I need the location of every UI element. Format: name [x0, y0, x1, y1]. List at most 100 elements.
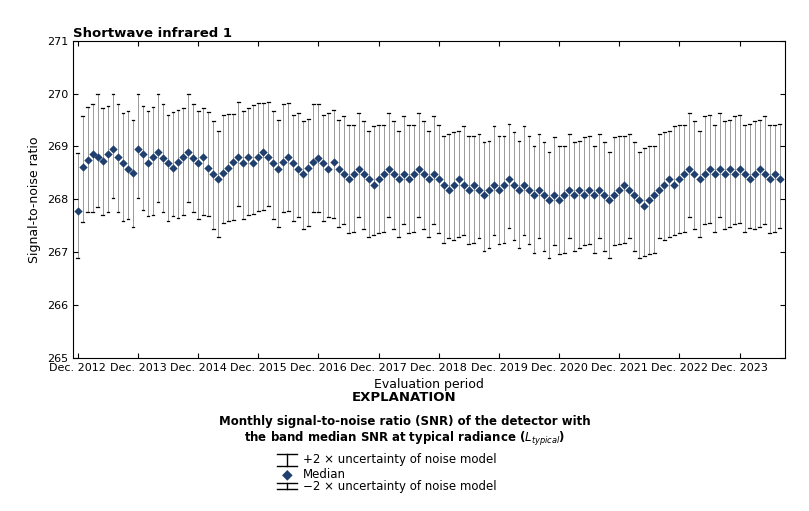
- Text: Shortwave infrared 1: Shortwave infrared 1: [73, 27, 232, 40]
- Point: [197, 153, 210, 161]
- Point: [443, 185, 455, 194]
- Point: [543, 196, 556, 204]
- Point: [477, 191, 490, 199]
- Point: [212, 175, 225, 183]
- Point: [628, 191, 641, 199]
- Point: [347, 170, 360, 178]
- Point: [447, 180, 460, 189]
- Point: [498, 180, 510, 189]
- Point: [292, 165, 305, 173]
- Point: [272, 165, 285, 173]
- Point: [282, 153, 294, 161]
- Point: [713, 165, 726, 173]
- Point: [438, 180, 451, 189]
- Point: [582, 185, 595, 194]
- Point: [748, 170, 761, 178]
- Point: [763, 175, 776, 183]
- Point: [157, 154, 170, 162]
- Point: [557, 191, 570, 199]
- Point: [738, 170, 751, 178]
- Point: [262, 153, 275, 161]
- Point: [532, 185, 545, 194]
- Point: [668, 180, 681, 189]
- Point: [708, 170, 721, 178]
- Point: [312, 154, 325, 162]
- Point: [623, 185, 636, 194]
- Point: [637, 201, 650, 210]
- Point: [422, 175, 435, 183]
- Point: [573, 185, 586, 194]
- Point: [256, 148, 269, 156]
- Point: [723, 165, 736, 173]
- Point: [753, 165, 766, 173]
- Point: [653, 185, 666, 194]
- Point: [648, 191, 661, 199]
- Point: [287, 159, 300, 168]
- Point: [407, 170, 420, 178]
- Point: [728, 170, 741, 178]
- Point: [523, 185, 536, 194]
- Point: [126, 169, 139, 177]
- Point: [413, 165, 426, 173]
- Point: [151, 148, 164, 156]
- Point: [482, 185, 495, 194]
- Point: [643, 196, 656, 204]
- Point: [553, 196, 565, 204]
- Point: [548, 191, 561, 199]
- Point: [618, 180, 631, 189]
- Point: [146, 153, 159, 161]
- Point: [327, 158, 340, 167]
- Point: [593, 185, 606, 194]
- Point: [563, 185, 576, 194]
- Point: [342, 175, 355, 183]
- Point: [382, 165, 395, 173]
- Point: [142, 159, 155, 168]
- Point: [417, 170, 430, 178]
- Point: [377, 170, 390, 178]
- Point: [132, 145, 145, 153]
- Point: [663, 175, 676, 183]
- Point: [427, 170, 440, 178]
- Point: [658, 180, 671, 189]
- Point: [392, 175, 405, 183]
- Y-axis label: Signal-to-noise ratio: Signal-to-noise ratio: [28, 136, 41, 263]
- Text: EXPLANATION: EXPLANATION: [352, 391, 457, 404]
- Point: [307, 158, 320, 167]
- Point: [302, 164, 315, 172]
- Point: [357, 170, 370, 178]
- Point: [693, 175, 706, 183]
- Point: [608, 191, 621, 199]
- Point: [232, 153, 245, 161]
- X-axis label: Evaluation period: Evaluation period: [374, 378, 484, 391]
- Text: +2 × uncertainty of noise model: +2 × uncertainty of noise model: [303, 453, 497, 467]
- Point: [112, 153, 125, 161]
- Point: [87, 150, 100, 158]
- Point: [743, 175, 756, 183]
- Point: [673, 175, 686, 183]
- Point: [172, 158, 184, 167]
- Point: [452, 175, 465, 183]
- Point: [252, 153, 265, 161]
- Point: [493, 185, 506, 194]
- Point: [162, 159, 175, 168]
- Point: [237, 159, 250, 168]
- Point: [76, 162, 89, 171]
- Point: [167, 164, 180, 172]
- Point: [201, 164, 214, 172]
- Point: [137, 150, 150, 158]
- Point: [207, 170, 220, 178]
- Point: [91, 153, 104, 161]
- Point: [317, 159, 330, 168]
- Point: [121, 165, 134, 173]
- Point: [187, 154, 200, 162]
- Point: [107, 145, 120, 153]
- Point: [352, 165, 365, 173]
- Text: ◆: ◆: [282, 467, 293, 481]
- Point: [372, 175, 385, 183]
- Point: [432, 175, 445, 183]
- Point: [578, 191, 591, 199]
- Point: [267, 159, 280, 168]
- Point: [337, 170, 350, 178]
- Text: the band median SNR at typical radiance ($L_\mathit{typical}$): the band median SNR at typical radiance …: [244, 430, 565, 448]
- Point: [513, 185, 526, 194]
